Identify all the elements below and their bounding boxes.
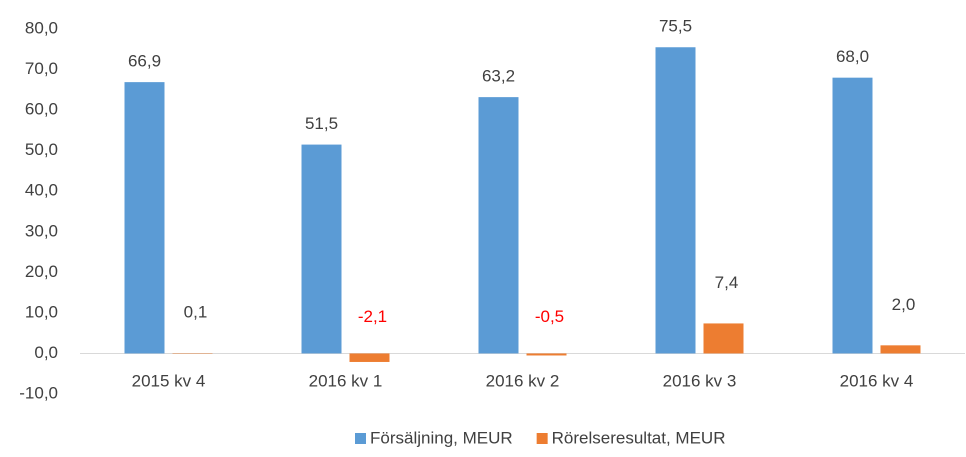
y-tick-label: 80,0 — [25, 18, 58, 37]
legend-label: Försäljning, MEUR — [370, 428, 513, 447]
x-tick-label: 2016 kv 4 — [840, 371, 914, 390]
bar — [349, 353, 390, 362]
legend-swatch — [355, 433, 366, 444]
data-label: 75,5 — [659, 17, 692, 36]
y-tick-label: -10,0 — [19, 383, 58, 402]
y-tick-label: 0,0 — [34, 343, 58, 362]
data-label: 63,2 — [482, 67, 515, 86]
legend-swatch — [536, 433, 548, 444]
x-tick-label: 2016 kv 2 — [486, 371, 560, 390]
y-tick-label: 40,0 — [25, 181, 58, 200]
data-label: -0,5 — [535, 307, 564, 326]
data-label: -2,1 — [358, 307, 387, 326]
data-label: 51,5 — [305, 114, 338, 133]
bar — [124, 82, 165, 354]
bar — [478, 97, 519, 354]
data-label: 66,9 — [128, 52, 161, 71]
data-label: 0,1 — [184, 303, 208, 322]
y-tick-label: 70,0 — [25, 59, 58, 78]
y-tick-label: 20,0 — [25, 262, 58, 281]
x-tick-label: 2015 kv 4 — [132, 371, 206, 390]
y-tick-label: 50,0 — [25, 140, 58, 159]
data-label: 7,4 — [715, 273, 739, 292]
bar — [880, 345, 921, 354]
data-label: 68,0 — [836, 47, 869, 66]
x-tick-label: 2016 kv 1 — [309, 371, 383, 390]
bar — [703, 323, 744, 354]
y-tick-label: 10,0 — [25, 302, 58, 321]
y-tick-label: 60,0 — [25, 100, 58, 119]
bar — [832, 77, 873, 354]
legend-label: Rörelseresultat, MEUR — [552, 428, 726, 447]
bar — [655, 47, 696, 354]
data-label: 2,0 — [892, 295, 916, 314]
x-tick-label: 2016 kv 3 — [663, 371, 737, 390]
bar — [526, 353, 567, 356]
y-tick-label: 30,0 — [25, 221, 58, 240]
bar — [301, 144, 342, 354]
